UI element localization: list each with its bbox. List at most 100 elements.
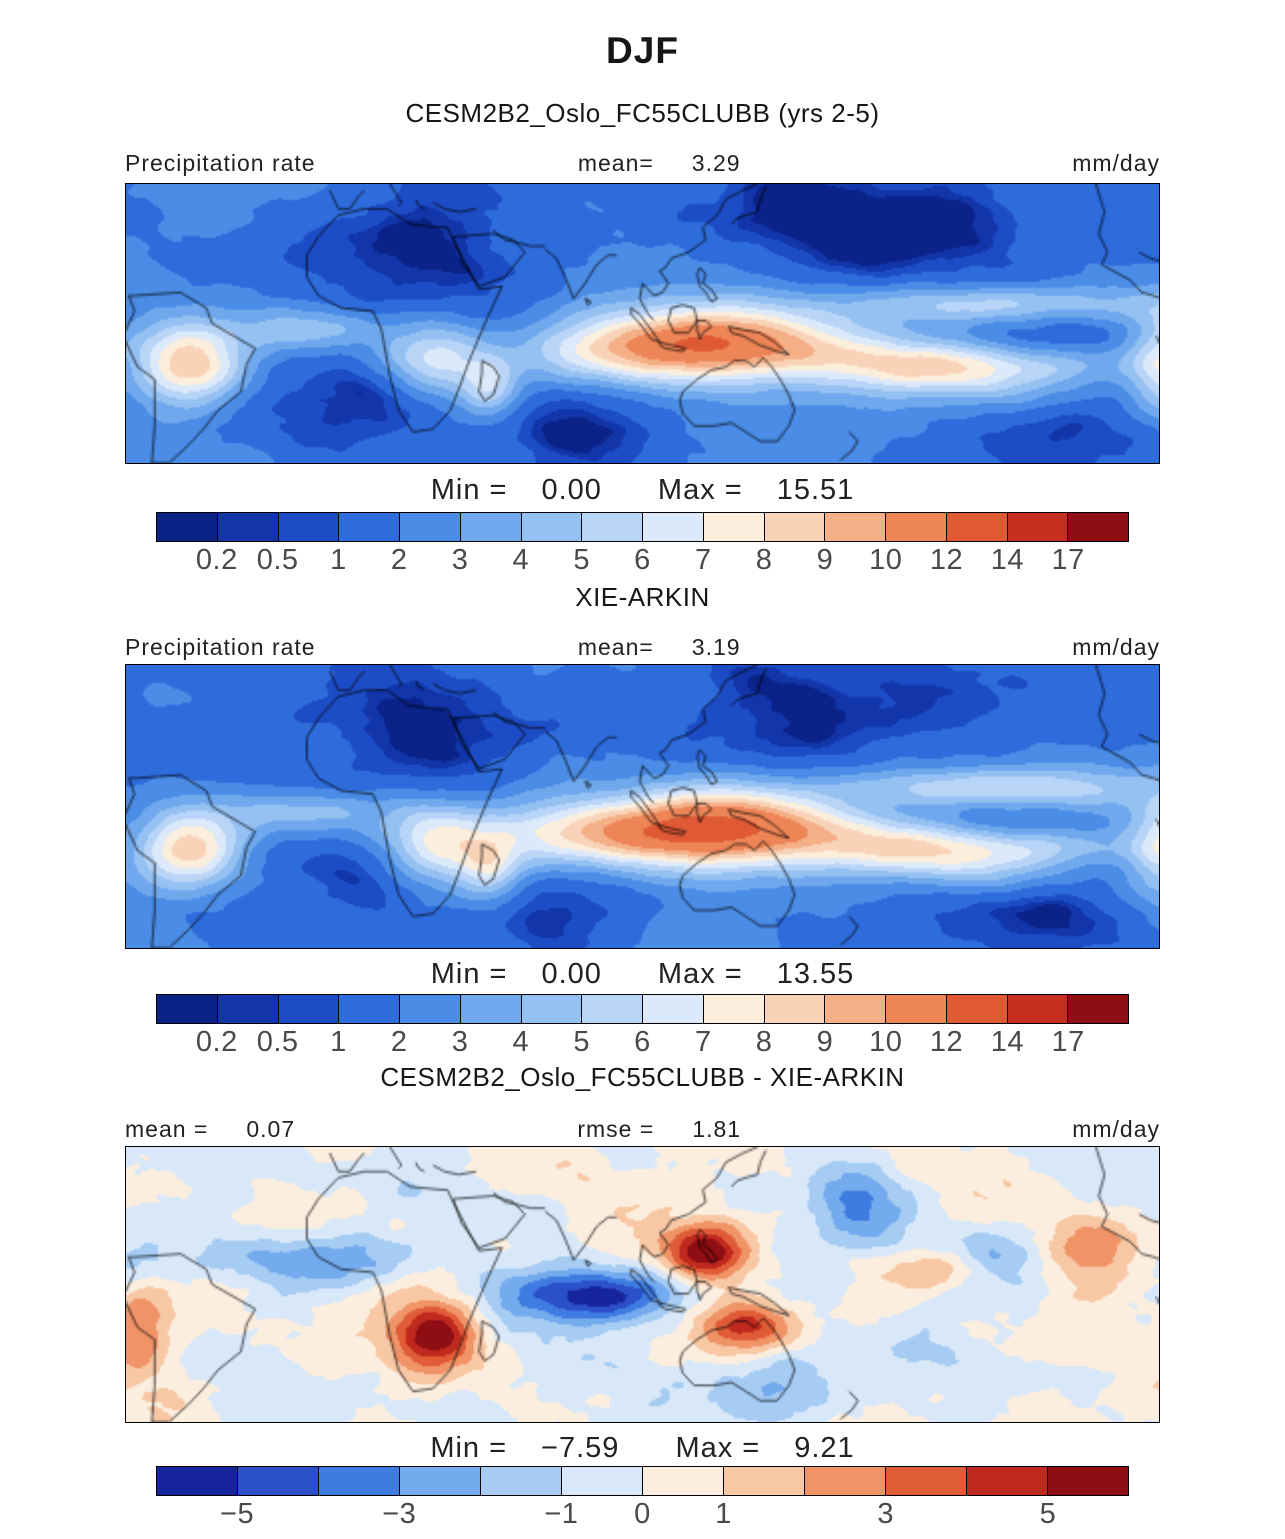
panel1-field-label: Precipitation rate [125, 150, 316, 176]
colorbar-tick-label: 0.5 [256, 544, 299, 576]
panel2-mean-label: mean= [577, 634, 654, 660]
panel1-min-label: Min = [430, 474, 508, 506]
colorbar-segment [703, 995, 765, 1023]
colorbar-tick-label: 0.2 [195, 1026, 238, 1058]
panel3-header: mean = 0.07 rmse = 1.81 mm/day [125, 1116, 1160, 1143]
colorbar-tick-label: 0.2 [195, 544, 238, 576]
colorbar-tick-label: 9 [816, 544, 834, 576]
panel1-title: CESM2B2_Oslo_FC55CLUBB (yrs 2-5) [405, 98, 880, 128]
colorbar-segment [521, 513, 583, 541]
colorbar-tick-label: 2 [390, 1026, 408, 1058]
colorbar-segment [157, 995, 218, 1023]
colorbar-tick-label: 9 [816, 1026, 834, 1058]
colorbar-tick-label: 3 [451, 544, 469, 576]
panel1-header: Precipitation rate mean= 3.29 mm/day [125, 150, 1160, 177]
panel3-mean-label: mean = [125, 1116, 209, 1142]
panel2-colorbar-ticks: 0.2 0.5 1 2 3 4 5 6 7 8 9 10 12 14 17 [156, 1026, 1129, 1058]
colorbar-segment [460, 513, 522, 541]
panel3-units-label: mm/day [1072, 1116, 1161, 1142]
colorbar-tick-label: 10 [869, 1026, 903, 1058]
colorbar-tick-label: 4 [512, 544, 530, 576]
colorbar-segment [278, 995, 340, 1023]
panel2-field-label: Precipitation rate [125, 634, 316, 660]
colorbar-tick-label: 6 [634, 544, 651, 576]
panel2-colorbar [156, 994, 1129, 1024]
colorbar-tick-label: 6 [634, 1026, 651, 1058]
panel2-min-label: Min = [430, 958, 508, 990]
panel3-title: CESM2B2_Oslo_FC55CLUBB - XIE-ARKIN [380, 1062, 905, 1092]
colorbar-segment [764, 995, 826, 1023]
colorbar-tick-label: −1 [544, 1498, 579, 1530]
colorbar-segment [643, 995, 704, 1023]
panel2-minmax: Min = 0.00 Max = 13.55 [0, 958, 1285, 991]
panel3-rmse: rmse = 1.81 [492, 1116, 826, 1143]
panel3-rmse-label: rmse = [577, 1116, 655, 1142]
colorbar-tick-label: 14 [990, 1026, 1025, 1058]
colorbar-tick-label: 8 [755, 544, 773, 576]
colorbar-tick-label: 4 [512, 1026, 530, 1058]
colorbar-tick-label: 0 [634, 1498, 651, 1530]
colorbar-tick-label: 8 [755, 1026, 773, 1058]
panel2-units-label: mm/day [1072, 634, 1161, 660]
panel1-max-label: Max = [657, 474, 743, 506]
colorbar-segment [946, 513, 1008, 541]
colorbar-segment [319, 1467, 400, 1495]
colorbar-tick-label: 7 [694, 1026, 712, 1058]
colorbar-segment [1048, 1467, 1128, 1495]
colorbar-segment [582, 513, 643, 541]
colorbar-tick-label: 7 [694, 544, 712, 576]
colorbar-segment [1068, 513, 1128, 541]
colorbar-segment [582, 995, 643, 1023]
panel3-min-value: −7.59 [541, 1432, 620, 1464]
panel1-colorbar-ticks: 0.2 0.5 1 2 3 4 5 6 7 8 9 10 12 14 17 [156, 544, 1129, 576]
panel2-title: XIE-ARKIN [575, 582, 710, 612]
colorbar-segment [1068, 995, 1128, 1023]
colorbar-segment [339, 995, 400, 1023]
colorbar-segment [825, 995, 886, 1023]
panel3-min-label: Min = [430, 1432, 508, 1464]
colorbar-tick-label: 1 [330, 544, 347, 576]
panel3-max-value: 9.21 [794, 1432, 855, 1464]
colorbar-tick-label: 12 [929, 1026, 964, 1058]
colorbar-segment [238, 1467, 319, 1495]
colorbar-segment [825, 513, 886, 541]
colorbar-tick-label: 12 [929, 544, 964, 576]
colorbar-segment [521, 995, 583, 1023]
colorbar-tick-label: 10 [869, 544, 903, 576]
colorbar-tick-label: 14 [990, 544, 1025, 576]
colorbar-tick-label: −5 [220, 1498, 255, 1530]
colorbar-tick-label: 0.5 [256, 1026, 299, 1058]
panel2-map [125, 664, 1160, 949]
panel1-units-label: mm/day [1072, 150, 1161, 176]
colorbar-tick-label: 1 [330, 1026, 347, 1058]
panel1-mean-value: 3.29 [691, 150, 741, 176]
panel1-max-value: 15.51 [776, 474, 855, 506]
panel2-min-value: 0.00 [541, 958, 602, 990]
colorbar-tick-label: 3 [451, 1026, 469, 1058]
colorbar-segment [643, 1467, 724, 1495]
panel2-map-canvas [126, 665, 1159, 948]
colorbar-segment [643, 513, 704, 541]
panel1-colorbar [156, 512, 1129, 542]
colorbar-tick-label: 17 [1051, 1026, 1085, 1058]
panel3-colorbar-ticks: −5 −3 −1 0 1 3 5 [156, 1498, 1129, 1530]
panel2-max-label: Max = [657, 958, 743, 990]
panel2-header: Precipitation rate mean= 3.19 mm/day [125, 634, 1160, 661]
colorbar-segment [460, 995, 522, 1023]
panel3-map-canvas [126, 1147, 1159, 1422]
colorbar-tick-label: 1 [715, 1498, 732, 1530]
colorbar-segment [1007, 995, 1069, 1023]
colorbar-tick-label: 2 [390, 544, 408, 576]
panel3-rmse-value: 1.81 [692, 1116, 742, 1142]
panel1-mean-label: mean= [577, 150, 654, 176]
colorbar-segment [805, 1467, 886, 1495]
panel1-min-value: 0.00 [541, 474, 602, 506]
panel1-mean: mean= 3.29 [492, 150, 826, 177]
colorbar-segment [481, 1467, 562, 1495]
panel3-max-label: Max = [675, 1432, 761, 1464]
colorbar-segment [400, 513, 461, 541]
colorbar-segment [724, 1467, 805, 1495]
colorbar-segment [157, 513, 218, 541]
colorbar-segment [278, 513, 340, 541]
panel2-mean: mean= 3.19 [492, 634, 826, 661]
